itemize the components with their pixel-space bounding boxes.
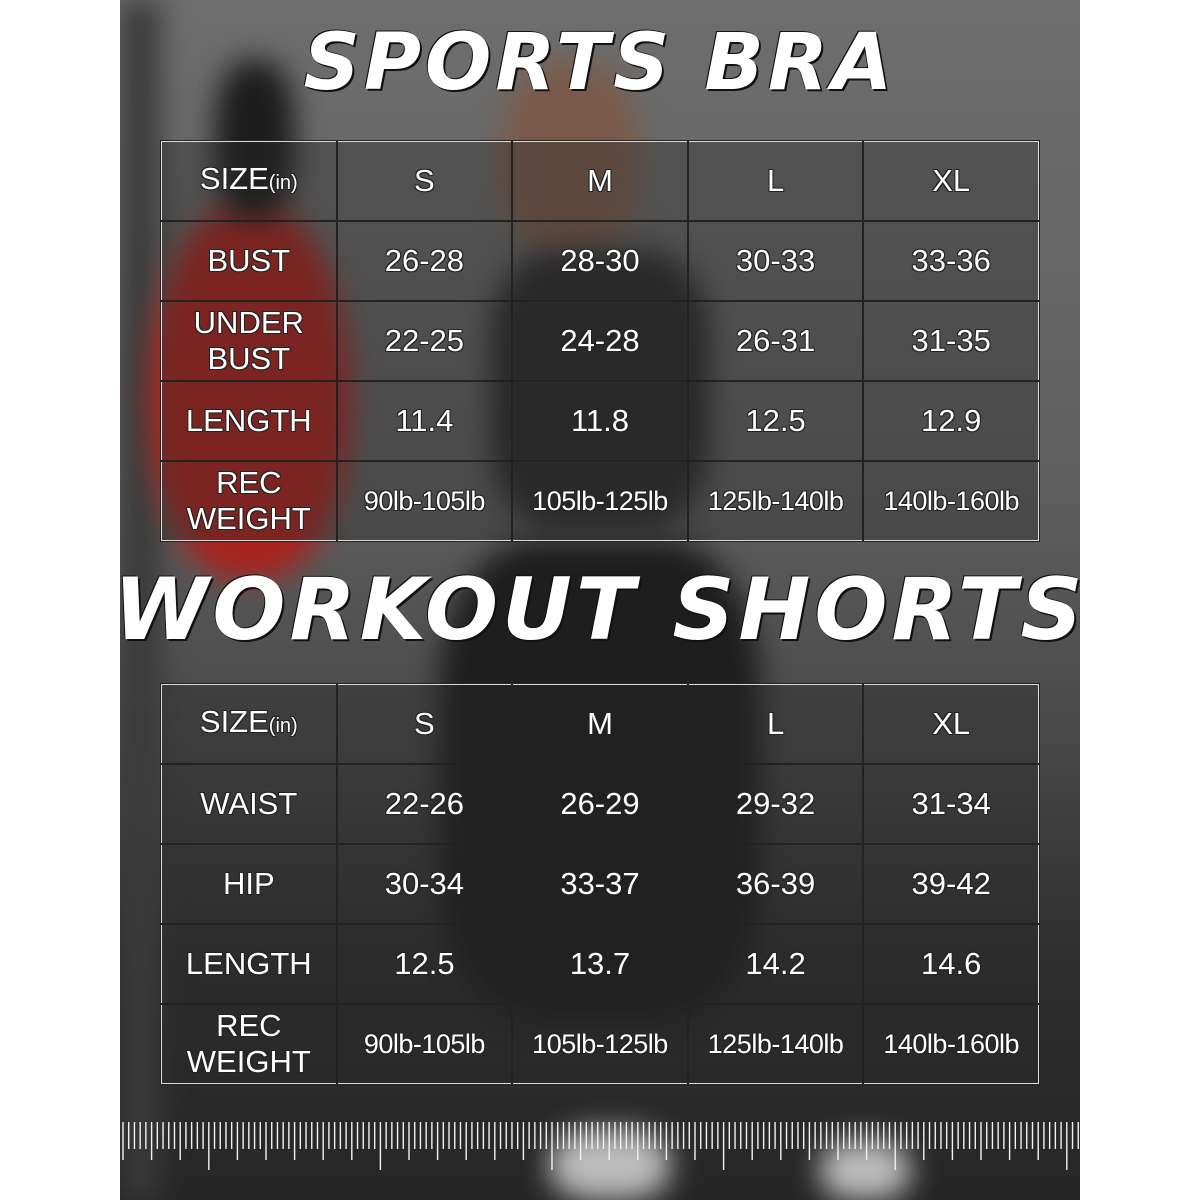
cell: 28-30 <box>511 220 689 302</box>
cell: 11.4 <box>335 380 514 462</box>
size-xl: XL <box>862 140 1040 222</box>
sports-bra-title: SPORTS BRA <box>303 18 897 108</box>
row-label: HIP <box>160 843 338 925</box>
cell: 125lb-140lb <box>686 460 865 542</box>
cell: 26-29 <box>511 763 689 845</box>
table-header-row: SIZE(in) S M L XL <box>160 140 1040 222</box>
size-header-cell: SIZE(in) <box>160 683 338 765</box>
cell: 36-39 <box>686 843 865 925</box>
table-row: LENGTH 11.4 11.8 12.5 12.9 <box>160 380 1040 462</box>
table-row: BUST 26-28 28-30 30-33 33-36 <box>160 220 1040 302</box>
cell: 14.6 <box>862 923 1040 1005</box>
cell: 105lb-125lb <box>511 460 689 542</box>
cell: 22-26 <box>335 763 514 845</box>
size-s: S <box>335 140 514 222</box>
cell: 90lb-105lb <box>335 460 514 542</box>
cell: 30-34 <box>335 843 514 925</box>
cell: 140lb-160lb <box>862 1003 1040 1085</box>
size-m: M <box>511 683 689 765</box>
cell: 26-31 <box>686 300 865 382</box>
size-l: L <box>686 140 865 222</box>
cell: 29-32 <box>686 763 865 845</box>
row-label: LENGTH <box>160 923 338 1005</box>
row-label: WAIST <box>160 763 338 845</box>
size-xl: XL <box>862 683 1040 765</box>
cell: 31-34 <box>862 763 1040 845</box>
row-label: LENGTH <box>160 380 338 462</box>
row-label: BUST <box>160 220 338 302</box>
cell: 12.5 <box>686 380 865 462</box>
cell: 90lb-105lb <box>335 1003 514 1085</box>
cell: 125lb-140lb <box>686 1003 865 1085</box>
size-l: L <box>686 683 865 765</box>
table-header-row: SIZE(in) S M L XL <box>160 683 1040 765</box>
cell: 13.7 <box>511 923 689 1005</box>
table-row: HIP 30-34 33-37 36-39 39-42 <box>160 843 1040 925</box>
cell: 39-42 <box>862 843 1040 925</box>
row-label: REC WEIGHT <box>160 1003 338 1085</box>
table-row: REC WEIGHT 90lb-105lb 105lb-125lb 125lb-… <box>160 460 1040 542</box>
size-header-cell: SIZE(in) <box>160 140 338 222</box>
table-row: UNDER BUST 22-25 24-28 26-31 31-35 <box>160 300 1040 382</box>
cell: 11.8 <box>511 380 689 462</box>
row-label: REC WEIGHT <box>160 460 338 542</box>
ruler-graphic <box>122 1122 1079 1170</box>
table-row: LENGTH 12.5 13.7 14.2 14.6 <box>160 923 1040 1005</box>
cell: 33-37 <box>511 843 689 925</box>
size-s: S <box>335 683 514 765</box>
cell: 31-35 <box>862 300 1040 382</box>
cell: 105lb-125lb <box>511 1003 689 1085</box>
cell: 24-28 <box>511 300 689 382</box>
cell: 140lb-160lb <box>862 460 1040 542</box>
cell: 22-25 <box>335 300 514 382</box>
cell: 26-28 <box>335 220 514 302</box>
size-m: M <box>511 140 689 222</box>
sports-bra-size-table: SIZE(in) S M L XL BUST 26-28 28-30 30-33… <box>160 140 1040 542</box>
workout-shorts-title: WORKOUT SHORTS <box>113 560 1087 660</box>
table-row: WAIST 22-26 26-29 29-32 31-34 <box>160 763 1040 845</box>
cell: 12.5 <box>335 923 514 1005</box>
cell: 33-36 <box>862 220 1040 302</box>
row-label: UNDER BUST <box>160 300 338 382</box>
workout-shorts-size-table: SIZE(in) S M L XL WAIST 22-26 26-29 29-3… <box>160 683 1040 1085</box>
cell: 30-33 <box>686 220 865 302</box>
cell: 14.2 <box>686 923 865 1005</box>
cell: 12.9 <box>862 380 1040 462</box>
table-row: REC WEIGHT 90lb-105lb 105lb-125lb 125lb-… <box>160 1003 1040 1085</box>
